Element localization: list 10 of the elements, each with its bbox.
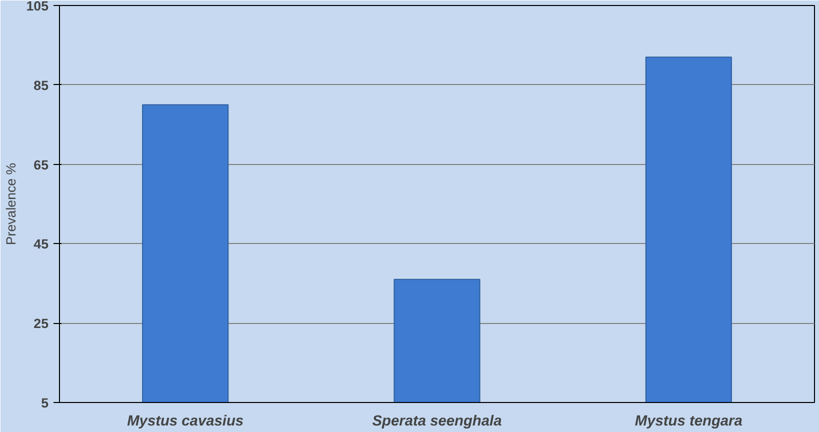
x-tick-label: Mystus tengara (634, 414, 742, 430)
y-tick-label: 65 (34, 157, 50, 172)
x-tick-label: Mystus cavasius (127, 414, 244, 430)
y-tick-label: 105 (26, 0, 50, 14)
y-tick-label: 85 (34, 78, 50, 93)
y-tick-label: 45 (34, 236, 50, 252)
y-tick-label: 5 (41, 396, 50, 410)
y-tick-label: 25 (34, 316, 50, 332)
y-axis-title: Prevalence % (3, 162, 18, 246)
x-tick-label: Sperata seenghala (372, 414, 502, 430)
